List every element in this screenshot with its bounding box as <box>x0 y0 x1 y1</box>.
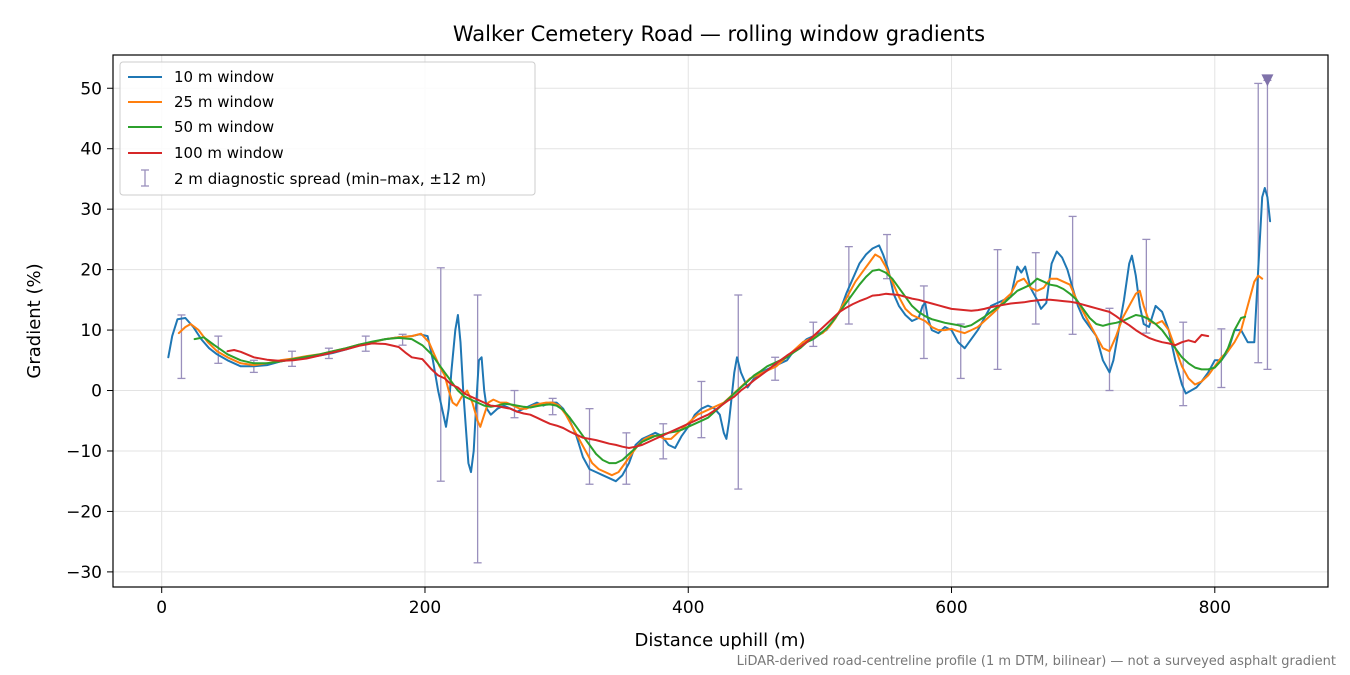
spread-errorbar <box>436 267 445 482</box>
y-tick-label: 30 <box>80 200 102 220</box>
clipped-spread-marker <box>1261 74 1274 87</box>
x-axis-label: Distance uphill (m) <box>635 630 806 651</box>
spread-errorbar <box>622 432 631 485</box>
y-tick-label: −30 <box>66 563 102 583</box>
spread-errorbar <box>809 321 818 348</box>
y-tick-label: 10 <box>80 321 102 341</box>
y-tick-label: −10 <box>66 442 102 462</box>
spread-errorbar <box>1263 79 1272 371</box>
y-tick-label: 20 <box>80 261 102 281</box>
x-tick-label: 400 <box>672 598 704 618</box>
y-tick-label: 40 <box>80 140 102 160</box>
legend-label-100m: 100 m window <box>174 144 284 162</box>
spread-errorbar <box>771 356 780 381</box>
x-tick-label: 800 <box>1199 598 1231 618</box>
legend-label-spread: 2 m diagnostic spread (min–max, ±12 m) <box>174 170 486 188</box>
plot-data <box>167 74 1274 564</box>
x-tick-label: 200 <box>409 598 441 618</box>
series-line-w50 <box>193 268 1247 465</box>
y-tick-label: −20 <box>66 502 102 522</box>
axis-ticks: 0 200 400 600 800 −30 −20 −10 0 10 20 30 40 50 <box>66 79 1231 618</box>
series-line-w25 <box>177 253 1264 477</box>
plot-frame <box>112 54 1329 588</box>
spread-errorbar <box>214 335 223 364</box>
legend-box <box>119 61 536 196</box>
spread-errorbar <box>919 285 928 360</box>
spread-errorbar <box>1031 252 1040 325</box>
legend-label-25m: 25 m window <box>174 93 274 111</box>
y-axis-label: Gradient (%) <box>24 263 45 378</box>
spread-errorbar <box>1068 215 1077 335</box>
grid <box>113 55 1328 587</box>
legend-swatch-spread <box>141 169 149 187</box>
y-tick-label: 50 <box>80 79 102 99</box>
series-line-w100 <box>226 292 1210 449</box>
spread-errorbar <box>1179 321 1188 407</box>
spread-errorbar <box>548 397 557 416</box>
spread-errorbar <box>473 294 482 564</box>
series-line-w10 <box>167 187 1272 483</box>
legend: 10 m window 25 m window 50 m window 100 … <box>119 61 536 196</box>
spread-errorbar <box>1254 82 1263 364</box>
legend-label-10m: 10 m window <box>174 68 274 86</box>
footnote: LiDAR-derived road-centreline profile (1… <box>737 654 1336 669</box>
chart-title: Walker Cemetery Road — rolling window gr… <box>453 22 985 46</box>
y-tick-label: 0 <box>91 382 102 402</box>
legend-label-50m: 50 m window <box>174 118 274 136</box>
spread-errorbar <box>956 323 965 380</box>
x-tick-label: 600 <box>935 598 967 618</box>
spread-errorbar <box>659 423 668 460</box>
spread-errorbar <box>177 314 186 380</box>
x-tick-label: 0 <box>156 598 167 618</box>
